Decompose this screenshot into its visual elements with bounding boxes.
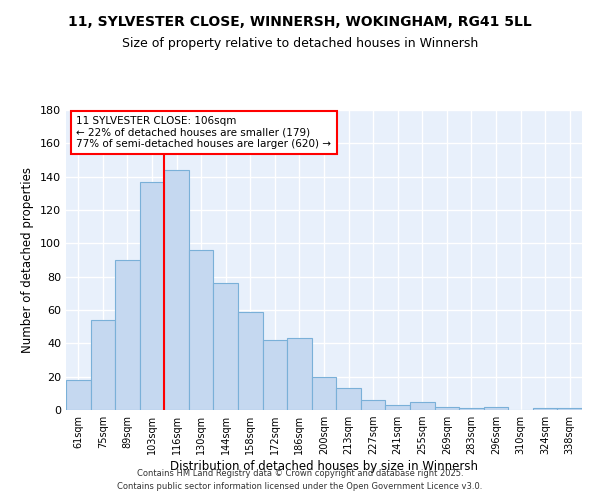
- Bar: [459, 408, 484, 410]
- Bar: [115, 260, 140, 410]
- Bar: [385, 405, 410, 410]
- Bar: [189, 250, 214, 410]
- Text: Size of property relative to detached houses in Winnersh: Size of property relative to detached ho…: [122, 38, 478, 51]
- Bar: [66, 380, 91, 410]
- Bar: [238, 312, 263, 410]
- Bar: [312, 376, 336, 410]
- Bar: [557, 408, 582, 410]
- Bar: [434, 406, 459, 410]
- Bar: [484, 406, 508, 410]
- Text: 11 SYLVESTER CLOSE: 106sqm
← 22% of detached houses are smaller (179)
77% of sem: 11 SYLVESTER CLOSE: 106sqm ← 22% of deta…: [76, 116, 331, 149]
- Bar: [361, 400, 385, 410]
- Text: 11, SYLVESTER CLOSE, WINNERSH, WOKINGHAM, RG41 5LL: 11, SYLVESTER CLOSE, WINNERSH, WOKINGHAM…: [68, 15, 532, 29]
- Bar: [140, 182, 164, 410]
- Bar: [263, 340, 287, 410]
- Bar: [214, 284, 238, 410]
- Text: Contains public sector information licensed under the Open Government Licence v3: Contains public sector information licen…: [118, 482, 482, 491]
- Bar: [164, 170, 189, 410]
- Bar: [91, 320, 115, 410]
- Bar: [533, 408, 557, 410]
- X-axis label: Distribution of detached houses by size in Winnersh: Distribution of detached houses by size …: [170, 460, 478, 473]
- Bar: [336, 388, 361, 410]
- Y-axis label: Number of detached properties: Number of detached properties: [22, 167, 34, 353]
- Text: Contains HM Land Registry data © Crown copyright and database right 2025.: Contains HM Land Registry data © Crown c…: [137, 468, 463, 477]
- Bar: [410, 402, 434, 410]
- Bar: [287, 338, 312, 410]
